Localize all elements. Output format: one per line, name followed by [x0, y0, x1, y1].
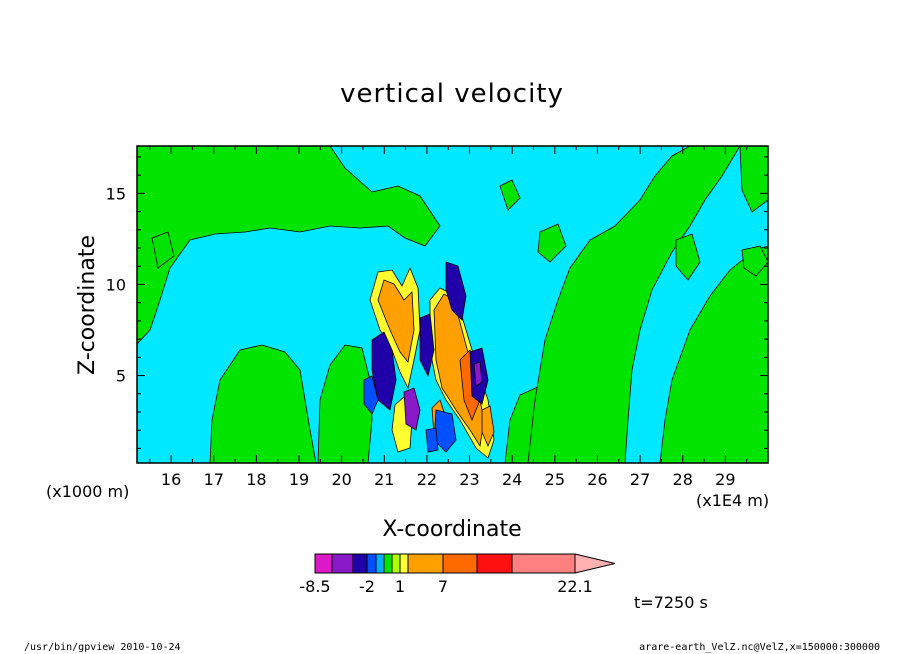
x-tick-label: 20 — [331, 470, 351, 489]
x-tick-label: 16 — [161, 470, 181, 489]
green-band-left-mid — [317, 344, 373, 463]
x-tick-label: 17 — [204, 470, 224, 489]
chart-title: vertical velocity — [340, 79, 564, 109]
x-tick-label: 22 — [417, 470, 437, 489]
y-axis: 5 10 15 — [106, 156, 768, 449]
x-tick-label: 29 — [715, 470, 735, 489]
green-patch-2 — [675, 233, 701, 281]
colorbar-segment — [442, 553, 478, 574]
colorbar-arrow — [574, 553, 616, 574]
x-tick-label: 26 — [587, 470, 607, 489]
colorbar-ticks: -8.5 -2 1 7 22.1 — [299, 577, 592, 596]
x-tick-label: 21 — [374, 470, 394, 489]
y-axis-unit: (x1000 m) — [46, 482, 129, 501]
x-tick-label: 25 — [545, 470, 565, 489]
weak-velocity-bands — [137, 146, 768, 463]
colorbar-segment — [391, 553, 401, 574]
green-patch-4 — [151, 231, 175, 269]
colorbar-tick-label: -8.5 — [299, 577, 330, 596]
colorbar-segment — [511, 553, 576, 574]
y-tick-label: 15 — [106, 184, 126, 203]
colorbar-segment — [399, 553, 409, 574]
green-band-left-top — [137, 146, 441, 345]
green-patch-1 — [537, 223, 567, 263]
colorbar-tick-label: 7 — [438, 577, 448, 596]
colorbar-segment — [352, 553, 368, 574]
x-tick-label: 28 — [673, 470, 693, 489]
cell-blue-g — [425, 427, 439, 453]
cell-orange-a — [377, 279, 415, 363]
green-band-right-main — [527, 146, 741, 463]
green-patch-3 — [741, 245, 768, 277]
plot-area — [137, 146, 768, 463]
cell-purple-a — [403, 387, 421, 431]
x-axis: 16 17 18 19 20 21 22 23 24 25 26 27 28 29 — [149, 146, 748, 489]
cell-orange-d — [481, 405, 495, 448]
colorbar-segment — [375, 553, 385, 574]
colorbar-tick-label: -2 — [359, 577, 375, 596]
colorbar-segment — [331, 553, 354, 574]
colorbar-segment — [476, 553, 513, 574]
colorbar-tick-label: 22.1 — [557, 577, 593, 596]
footer-left: /usr/bin/gpview 2010-10-24 — [24, 642, 181, 653]
x-axis-label: X-coordinate — [382, 517, 521, 542]
convective-cells — [363, 261, 495, 459]
green-band-top-right — [739, 146, 768, 213]
green-band-left-bottom — [209, 344, 317, 463]
x-tick-label: 24 — [502, 470, 522, 489]
green-band-far-right — [659, 245, 768, 463]
y-tick-label: 5 — [116, 367, 126, 386]
x-tick-label: 23 — [459, 470, 479, 489]
y-axis-label: Z-coordinate — [75, 235, 100, 375]
colorbar-tick-label: 1 — [395, 577, 405, 596]
cell-purple-b — [473, 361, 483, 387]
colorbar — [314, 553, 616, 574]
x-tick-label: 27 — [630, 470, 650, 489]
colorbar-segment — [314, 553, 333, 574]
time-label: t=7250 s — [634, 593, 708, 612]
x-tick-label: 18 — [246, 470, 266, 489]
x-tick-label: 19 — [289, 470, 309, 489]
footer-right: arare-earth_VelZ.nc@VelZ,x=150000:300000 — [639, 642, 880, 653]
green-patch-5 — [499, 179, 521, 211]
plot-frame — [136, 145, 769, 464]
cell-blue-d — [419, 313, 435, 378]
cell-blue-b — [363, 375, 379, 415]
cell-blue-c — [445, 261, 467, 321]
x-axis-unit: (x1E4 m) — [696, 491, 769, 510]
colorbar-segment — [366, 553, 377, 574]
colorbar-segment — [407, 553, 444, 574]
y-tick-label: 10 — [106, 275, 126, 294]
colorbar-segment — [383, 553, 393, 574]
cell-blue-a — [371, 331, 397, 411]
